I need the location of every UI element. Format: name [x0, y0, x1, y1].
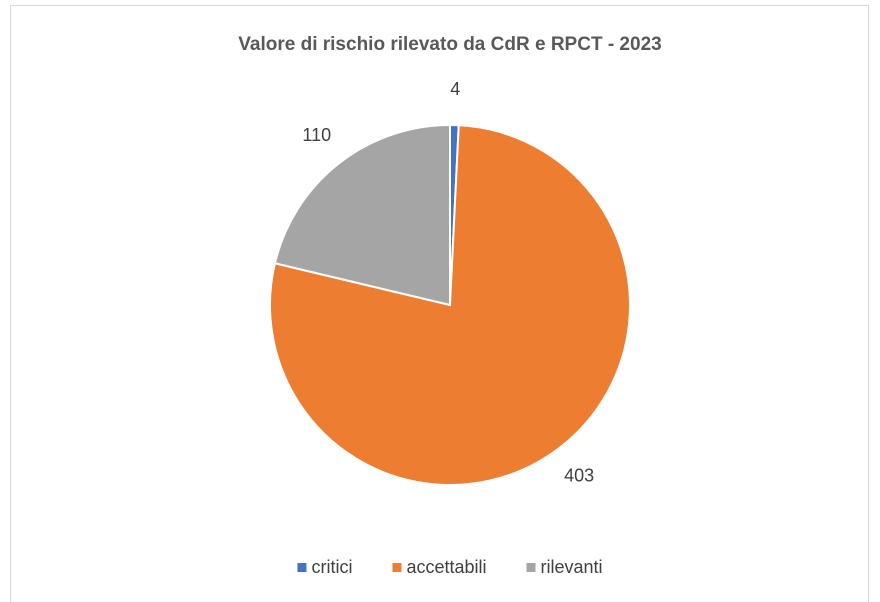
legend-label: critici	[311, 557, 352, 577]
chart-title: Valore di rischio rilevato da CdR e RPCT…	[238, 34, 661, 55]
legend-label: rilevanti	[541, 557, 603, 577]
pie-slice	[273, 123, 451, 307]
data-label: 4	[450, 79, 460, 99]
legend-swatch	[392, 563, 402, 572]
legend-swatch	[297, 563, 307, 572]
data-label: 403	[564, 466, 594, 486]
legend-swatch	[526, 563, 536, 572]
data-label: 110	[302, 125, 331, 145]
legend-label: accettabili	[406, 557, 486, 577]
